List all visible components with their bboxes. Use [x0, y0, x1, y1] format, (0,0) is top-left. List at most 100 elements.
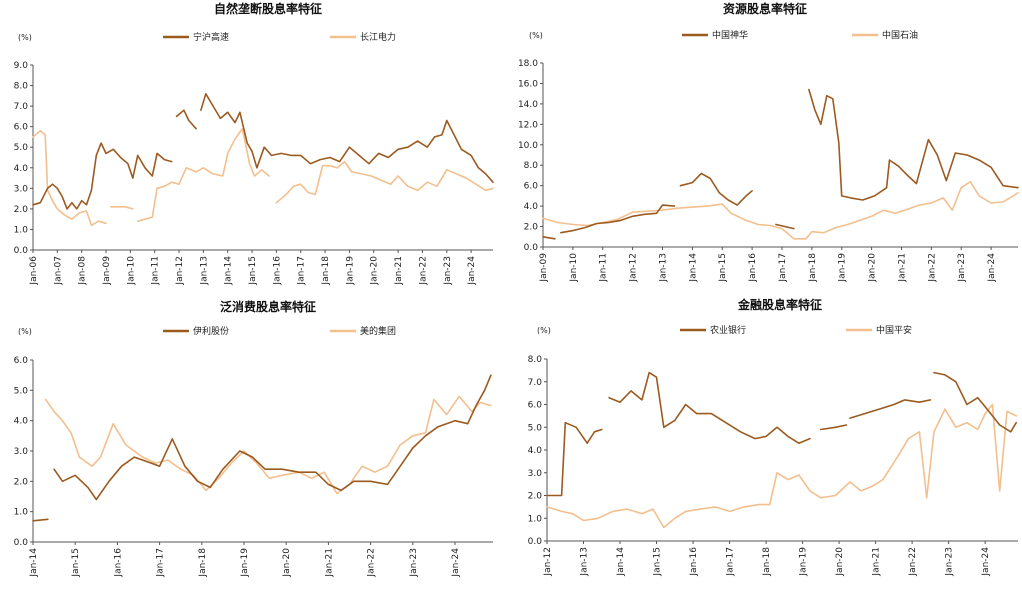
y-tick-label: 0.0: [524, 243, 539, 253]
series-line-1-segment-2: [560, 204, 676, 234]
chart-title: 金融股息率特征: [737, 297, 822, 312]
legend-label: 中国石油: [882, 29, 918, 41]
y-tick-label: 0.0: [14, 246, 29, 256]
x-tick-label: Jan-23: [443, 256, 453, 286]
y-tick-label: 18.0: [518, 59, 538, 69]
x-tick-label: Jan-15: [653, 547, 663, 577]
x-tick-label: Jan-09: [102, 256, 112, 286]
x-tick-label: Jan-20: [835, 547, 845, 577]
series-line-2-segment-1: [546, 403, 1017, 529]
chart-title: 自然垄断股息率特征: [214, 1, 322, 16]
x-tick-label: Jan-14: [29, 548, 39, 578]
x-tick-label: Jan-07: [53, 256, 63, 286]
y-tick-label: 6.0: [524, 182, 539, 192]
x-tick-label: Jan-21: [897, 253, 907, 283]
legend-label: 美的集团: [360, 325, 396, 337]
legend-label: 农业银行: [710, 324, 746, 336]
series-line-1-segment-3: [679, 172, 753, 206]
x-tick-label: Jan-15: [248, 256, 258, 286]
y-tick-label: 1.0: [14, 508, 29, 518]
chart-title: 资源股息率特征: [723, 1, 807, 16]
x-tick-label: Jan-10: [126, 256, 136, 286]
x-tick-label: Jan-15: [718, 253, 728, 283]
x-tick-label: Jan-24: [451, 548, 461, 578]
x-tick-label: Jan-18: [321, 256, 331, 286]
y-tick-label: 1.0: [14, 225, 29, 235]
legend-label: 中国神华: [712, 29, 748, 41]
y-tick-label: 10.0: [518, 141, 538, 151]
x-tick-label: Jan-23: [945, 547, 955, 577]
y-tick-label: 4.0: [524, 202, 539, 212]
x-tick-label: Jan-22: [418, 256, 428, 286]
y-tick-label: 8.0: [524, 161, 539, 171]
x-tick-label: Jan-08: [78, 256, 88, 286]
y-tick-label: 0.0: [14, 538, 29, 548]
x-tick-label: Jan-20: [370, 256, 380, 286]
y-tick-label: 3.0: [14, 184, 29, 194]
chart-title: 泛消费股息率特征: [220, 299, 316, 314]
y-tick-label: 8.0: [528, 355, 543, 365]
y-unit-label: (%): [537, 326, 551, 335]
y-tick-label: 6.0: [14, 356, 29, 366]
legend-label: 长江电力: [360, 31, 396, 43]
x-tick-label: Jan-21: [394, 256, 404, 286]
x-tick-label: Jan-17: [778, 253, 788, 283]
series-line-1-segment-4: [775, 223, 795, 230]
x-tick-label: Jan-21: [872, 547, 882, 577]
x-tick-label: Jan-19: [345, 256, 355, 286]
series-line-1-segment-3: [820, 424, 848, 431]
series-line-1-segment-2: [175, 109, 197, 130]
y-tick-label: 5.0: [14, 386, 29, 396]
x-tick-label: Jan-21: [324, 548, 334, 578]
y-tick-label: 12.0: [518, 120, 538, 130]
x-tick-label: Jan-14: [688, 253, 698, 283]
x-tick-label: Jan-13: [658, 253, 668, 283]
x-tick-label: Jan-15: [71, 548, 81, 578]
x-tick-label: Jan-16: [748, 253, 758, 283]
y-tick-label: 2.0: [14, 205, 29, 215]
series-line-1-segment-2: [608, 371, 811, 444]
y-tick-label: 6.0: [14, 123, 29, 133]
x-tick-label: Jan-22: [367, 548, 377, 578]
x-tick-label: Jan-16: [272, 256, 282, 286]
series-line-1-segment-1: [32, 518, 49, 522]
series-line-2-segment-2: [110, 206, 134, 210]
x-tick-label: Jan-18: [808, 253, 818, 283]
y-tick-label: 5.0: [14, 143, 29, 153]
x-tick-label: Jan-14: [224, 256, 234, 286]
x-tick-label: Jan-18: [762, 547, 772, 577]
y-tick-label: 6.0: [528, 401, 543, 411]
series-line-2-segment-1: [44, 395, 492, 495]
chart-panel-1: 自然垄断股息率特征 (%) 宁沪高速 长江电力 0.0 1.0 2.0 3.0 4.0 5.0 6.…: [14, 1, 494, 286]
y-unit-label: (%): [18, 33, 32, 42]
x-tick-label: Jan-19: [240, 548, 250, 578]
x-tick-label: Jan-11: [599, 253, 609, 283]
x-tick-label: Jan-16: [113, 548, 123, 578]
series-line-2-segment-4: [275, 160, 494, 204]
x-tick-label: Jan-24: [987, 253, 997, 283]
series-line-1-segment-1: [542, 236, 556, 240]
x-tick-label: Jan-16: [689, 547, 699, 577]
series-line-2-segment-1: [32, 130, 107, 227]
x-tick-label: Jan-17: [726, 547, 736, 577]
series-line-1-segment-1: [546, 421, 603, 497]
series-line-1-segment-3: [200, 93, 494, 183]
x-tick-label: Jan-20: [282, 548, 292, 578]
series-line-1-segment-5: [933, 371, 1017, 433]
y-tick-label: 2.0: [524, 223, 539, 233]
y-tick-label: 4.0: [528, 446, 543, 456]
x-tick-label: Jan-19: [838, 253, 848, 283]
y-tick-label: 4.0: [14, 417, 29, 427]
y-tick-label: 0.0: [528, 537, 543, 547]
y-tick-label: 3.0: [528, 469, 543, 479]
y-tick-label: 2.0: [14, 477, 29, 487]
y-tick-label: 14.0: [518, 100, 538, 110]
legend-label: 伊利股份: [193, 325, 229, 337]
y-tick-label: 8.0: [14, 82, 29, 92]
y-tick-label: 7.0: [528, 378, 543, 388]
legend-label: 宁沪高速: [193, 31, 229, 43]
x-tick-label: Jan-22: [908, 547, 918, 577]
series-line-2-segment-3: [136, 127, 270, 222]
series-line-1-segment-4: [849, 399, 932, 419]
